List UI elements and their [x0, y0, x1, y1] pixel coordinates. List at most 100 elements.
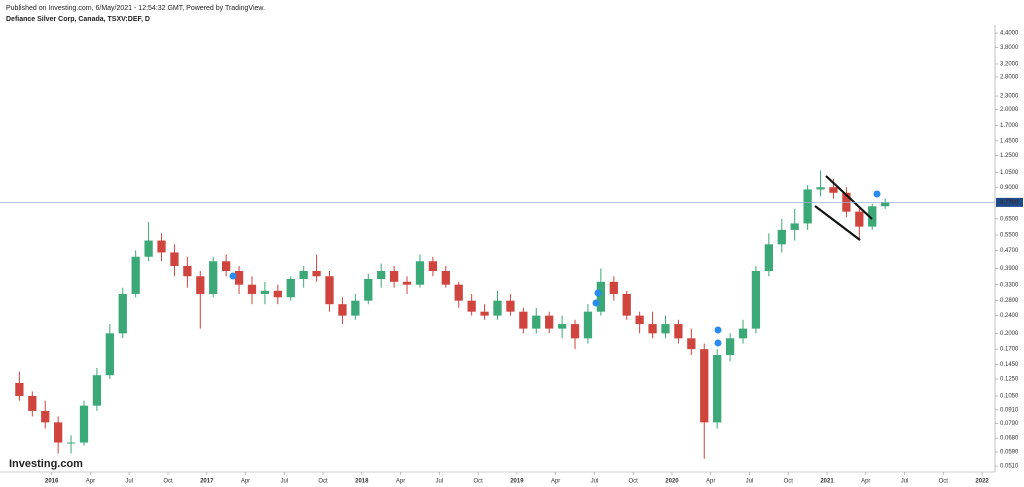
event-marker[interactable] — [594, 289, 602, 297]
candle-body — [222, 261, 231, 271]
y-tick-label: 0.1450 — [1000, 362, 1019, 368]
y-tick-label: 0.9000 — [1000, 185, 1019, 191]
candle-body — [234, 270, 244, 285]
candle-body — [648, 324, 657, 334]
candle-body — [545, 315, 554, 329]
y-tick-label: 0.0510 — [1000, 464, 1019, 470]
candle-body — [286, 278, 295, 298]
candle-body — [532, 315, 541, 329]
candle-body — [764, 244, 773, 271]
channel-upper — [825, 175, 873, 220]
candle-body — [364, 278, 373, 301]
candle-body — [28, 395, 37, 411]
y-tick-label: 0.2800 — [1000, 298, 1019, 304]
channel-lower — [814, 205, 861, 241]
candle-body — [54, 422, 63, 443]
candle-body — [738, 328, 748, 339]
candle-body — [377, 270, 386, 279]
x-tick-label: 2020 — [665, 479, 679, 485]
y-tick-label: 2.8000 — [1000, 75, 1019, 81]
trend-channel — [814, 175, 873, 241]
candle-body — [79, 405, 89, 443]
candle-body — [687, 338, 696, 350]
candle-body — [596, 281, 606, 312]
x-tick-label: Oct — [318, 479, 328, 485]
candle-body — [635, 315, 644, 325]
x-tick-label: Jul — [280, 479, 288, 485]
y-tick-label: 1.4500 — [1000, 138, 1019, 144]
published-note: Published on Investing.com, 6/May/2021 -… — [6, 5, 265, 12]
candle-body — [131, 256, 140, 294]
candle-body — [816, 187, 825, 190]
x-tick-label: Jul — [436, 479, 444, 485]
x-tick-label: Jul — [591, 479, 599, 485]
candle-body — [725, 338, 735, 356]
y-tick-label: 0.5500 — [1000, 233, 1019, 239]
x-tick-label: 2022 — [975, 479, 989, 485]
event-marker[interactable] — [714, 339, 722, 347]
y-tick-label: 3.8000 — [1000, 45, 1019, 51]
event-marker[interactable] — [592, 299, 600, 307]
candles — [15, 170, 890, 459]
y-tick-label: 0.3900 — [1000, 266, 1019, 272]
y-tick-label: 0.6500 — [1000, 216, 1019, 222]
x-tick-label: Jul — [125, 479, 133, 485]
candle-body — [803, 189, 812, 224]
x-tick-label: Apr — [241, 479, 250, 485]
last-price-box — [996, 197, 1023, 207]
candle-body — [829, 187, 838, 193]
candle-body — [389, 270, 399, 282]
candle-body — [209, 261, 218, 294]
candle-body — [247, 284, 257, 294]
candle-body — [338, 304, 347, 316]
x-tick-label: 2017 — [200, 479, 214, 485]
candle-body — [196, 276, 205, 294]
x-tick-label: 2021 — [820, 479, 834, 485]
y-tick-label: 1.7000 — [1000, 123, 1019, 129]
x-tick-label: 2019 — [510, 479, 524, 485]
candle-body — [467, 300, 476, 312]
candle-body — [454, 284, 463, 301]
candle-body — [519, 311, 528, 329]
candle-body — [777, 229, 786, 245]
x-tick-label: Oct — [939, 479, 949, 485]
candle-body — [170, 252, 179, 267]
candle-body — [674, 324, 683, 339]
last-price-label: 0.7700 — [1000, 200, 1019, 206]
y-tick-label: 0.0790 — [1000, 421, 1019, 427]
candle-body — [570, 324, 580, 339]
candle-body — [273, 290, 282, 298]
x-tick-label: Apr — [861, 479, 870, 485]
y-tick-label: 0.1050 — [1000, 394, 1019, 400]
instrument-title: Defiance Silver Corp, Canada, TSXV:DEF, … — [6, 16, 150, 23]
candle-body — [557, 324, 567, 329]
x-tick-label: Oct — [163, 479, 173, 485]
y-tick-label: 0.0590 — [1000, 450, 1019, 456]
candle-body — [325, 276, 334, 305]
y-tick-label: 0.1250 — [1000, 377, 1019, 383]
x-tick-label: Oct — [473, 479, 483, 485]
event-marker[interactable] — [873, 190, 881, 198]
candle-body — [92, 375, 102, 406]
candle-body — [66, 442, 76, 444]
y-tick-label: 0.1700 — [1000, 347, 1019, 353]
candle-body — [868, 206, 877, 227]
y-tick-label: 2.0000 — [1000, 107, 1019, 113]
x-tick-label: Oct — [629, 479, 639, 485]
logo: Investing.com — [9, 458, 83, 470]
candle-body — [506, 300, 515, 312]
candle-body — [751, 270, 761, 329]
y-tick-label: 4.4000 — [1000, 31, 1019, 37]
event-marker[interactable] — [714, 326, 722, 334]
y-tick-label: 0.4700 — [1000, 248, 1019, 254]
event-marker[interactable] — [229, 272, 237, 280]
candle-body — [15, 382, 24, 396]
candle-body — [118, 293, 127, 334]
x-tick-label: Jul — [901, 479, 909, 485]
candle-body — [609, 281, 618, 294]
x-tick-label: Apr — [706, 479, 715, 485]
candle-body — [157, 240, 166, 253]
x-tick-label: Apr — [396, 479, 405, 485]
candle-body — [312, 270, 321, 277]
candle-body — [583, 311, 593, 339]
